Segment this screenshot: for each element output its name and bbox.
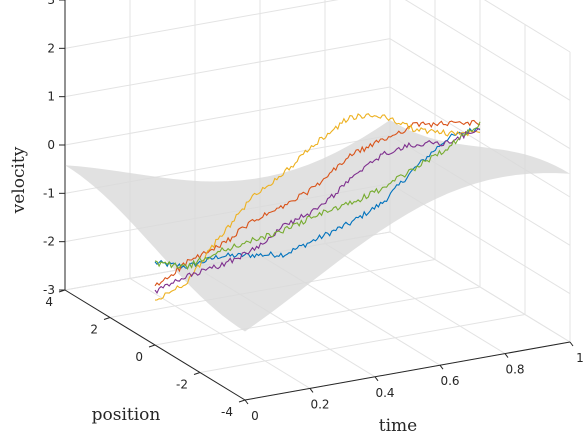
- trajectory-line: [154, 127, 481, 270]
- velocity-tick-label: -3: [43, 283, 55, 297]
- grid-line: [389, 86, 571, 198]
- tick-labels: 0 0.2 0.4 0.6 0.8 1 -4 -2 0 2 4-3 -2 -1 0 1 2 3: [43, 0, 584, 423]
- velocity-tick-label: 0: [47, 138, 55, 152]
- trajectory-line: [154, 113, 481, 301]
- time-axis-line: [244, 341, 571, 401]
- time-tick-mark: [569, 341, 574, 347]
- velocity-tick-label: -1: [43, 186, 55, 200]
- velocity-tick-label: 2: [47, 41, 55, 55]
- position-tick-label: 0: [135, 350, 143, 364]
- time-tick-label: 0.6: [440, 374, 459, 388]
- time-tick-label: 0.2: [310, 397, 329, 411]
- velocity-tick-label: 1: [47, 90, 55, 104]
- y-axis-label: position: [92, 405, 161, 425]
- position-tick-mark: [103, 317, 111, 320]
- time-tick-label: 0.4: [375, 386, 394, 400]
- trajectory-line: [154, 119, 481, 287]
- trajectory-line: [154, 121, 481, 271]
- time-tick-mark: [439, 364, 444, 370]
- position-tick-label: -2: [176, 378, 188, 392]
- position-tick-mark: [238, 399, 246, 403]
- time-tick-mark: [244, 399, 249, 405]
- trajectory-line: [154, 128, 481, 294]
- position-tick-mark: [148, 344, 156, 348]
- grid-line: [404, 0, 571, 101]
- velocity-tick-label: -2: [43, 235, 55, 249]
- grid-line: [64, 38, 391, 98]
- grid-line: [389, 38, 571, 150]
- velocity-tick-label: 3: [47, 0, 55, 7]
- position-tick-label: 2: [90, 323, 98, 337]
- grid-line: [483, 0, 571, 53]
- time-tick-mark: [309, 388, 314, 393]
- time-tick-label: 0: [251, 409, 259, 423]
- time-tick-label: 0.8: [505, 363, 524, 377]
- trajectory-lines: [154, 113, 481, 301]
- position-tick-mark: [193, 372, 201, 375]
- position-tick-label: -4: [221, 405, 233, 419]
- z-axis-label: velocity: [9, 146, 29, 214]
- grid-line: [64, 86, 391, 146]
- surface-patch: [65, 120, 570, 332]
- position-tick-label: 4: [45, 295, 53, 309]
- grid-line: [199, 314, 526, 373]
- time-tick-label: 1: [576, 351, 584, 365]
- grid-line: [154, 286, 481, 346]
- grid-line: [64, 0, 339, 49]
- x-axis-label: time: [379, 416, 417, 436]
- time-tick-mark: [374, 376, 379, 382]
- time-tick-mark: [504, 353, 509, 358]
- surface: [65, 120, 570, 332]
